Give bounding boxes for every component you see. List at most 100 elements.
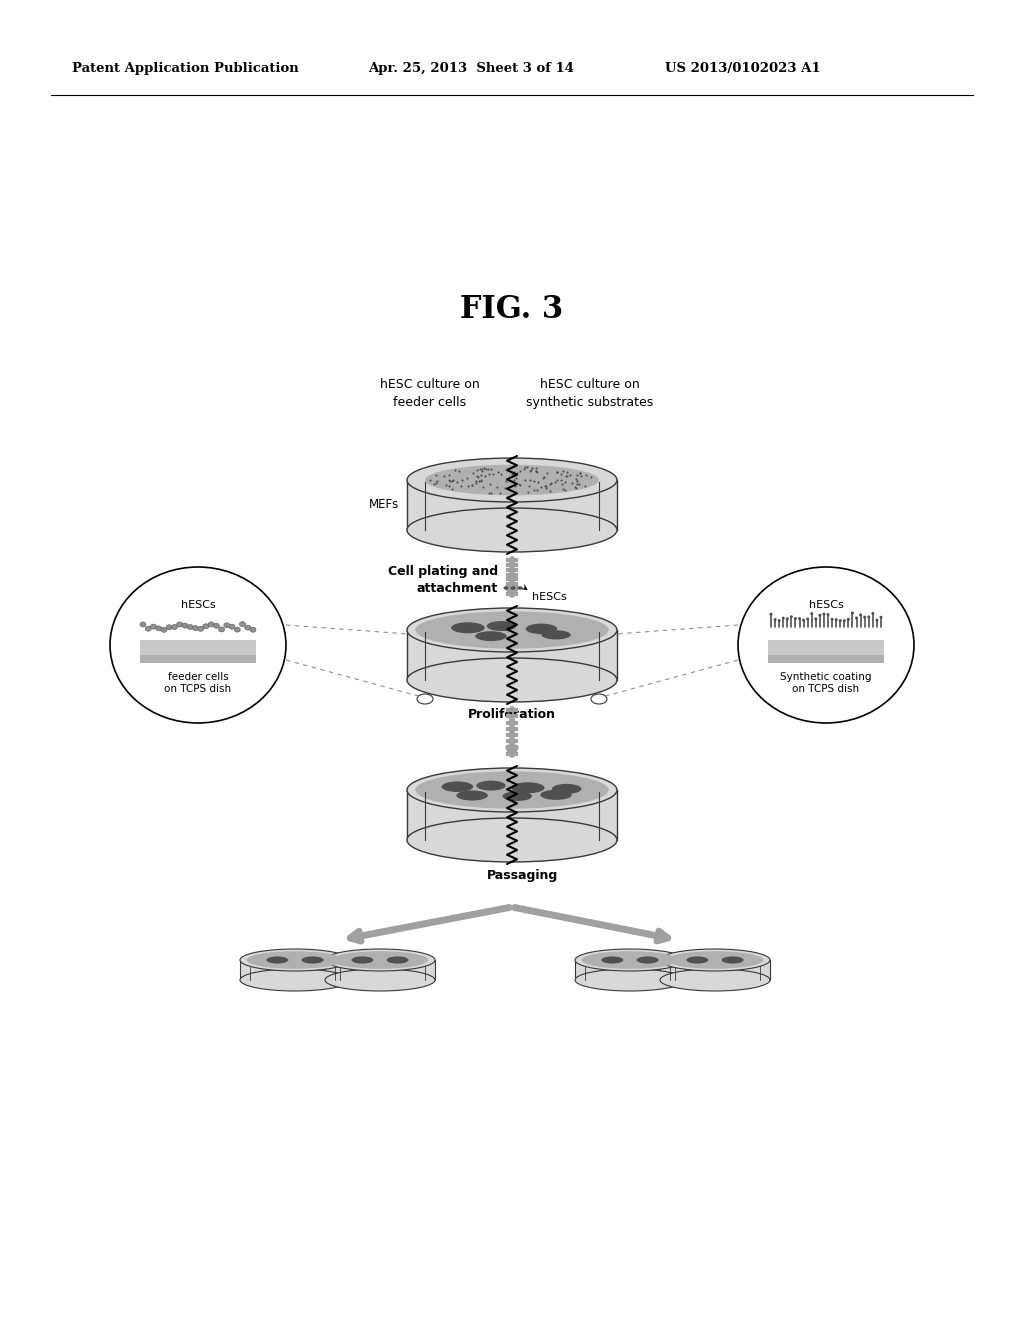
Ellipse shape xyxy=(407,657,617,702)
Ellipse shape xyxy=(171,624,177,630)
Ellipse shape xyxy=(182,623,188,628)
Ellipse shape xyxy=(785,618,788,620)
Ellipse shape xyxy=(591,694,607,704)
Polygon shape xyxy=(768,640,884,655)
Ellipse shape xyxy=(851,611,854,615)
Polygon shape xyxy=(768,655,884,663)
Ellipse shape xyxy=(476,780,506,791)
Ellipse shape xyxy=(151,624,157,630)
Ellipse shape xyxy=(835,618,838,622)
Ellipse shape xyxy=(166,624,172,630)
Ellipse shape xyxy=(826,612,829,616)
Ellipse shape xyxy=(575,949,685,972)
Text: Synthetic coating
on TCPS dish: Synthetic coating on TCPS dish xyxy=(780,672,871,694)
Ellipse shape xyxy=(814,618,817,620)
Ellipse shape xyxy=(416,611,608,648)
Ellipse shape xyxy=(486,622,516,631)
Ellipse shape xyxy=(145,626,152,631)
Ellipse shape xyxy=(407,818,617,862)
Ellipse shape xyxy=(457,791,487,800)
Ellipse shape xyxy=(325,969,435,991)
Ellipse shape xyxy=(660,969,770,991)
Ellipse shape xyxy=(504,586,509,590)
Ellipse shape xyxy=(250,627,256,632)
Text: Apr. 25, 2013  Sheet 3 of 14: Apr. 25, 2013 Sheet 3 of 14 xyxy=(368,62,574,75)
Polygon shape xyxy=(407,480,617,531)
Ellipse shape xyxy=(798,616,801,620)
Ellipse shape xyxy=(867,615,870,619)
Ellipse shape xyxy=(686,957,709,964)
Ellipse shape xyxy=(843,619,846,622)
Ellipse shape xyxy=(475,631,507,642)
Ellipse shape xyxy=(161,627,167,632)
Ellipse shape xyxy=(218,627,224,632)
Ellipse shape xyxy=(601,957,624,964)
Ellipse shape xyxy=(582,952,679,969)
Polygon shape xyxy=(660,960,770,979)
Ellipse shape xyxy=(660,949,770,972)
Ellipse shape xyxy=(777,619,780,622)
Ellipse shape xyxy=(351,957,374,964)
Ellipse shape xyxy=(193,626,199,631)
Ellipse shape xyxy=(806,618,809,620)
Text: US 2013/0102023 A1: US 2013/0102023 A1 xyxy=(665,62,820,75)
Ellipse shape xyxy=(637,957,658,964)
Ellipse shape xyxy=(407,609,617,652)
Ellipse shape xyxy=(818,614,821,616)
Text: Proliferation: Proliferation xyxy=(468,708,556,721)
Polygon shape xyxy=(240,960,350,979)
Ellipse shape xyxy=(667,952,764,969)
Ellipse shape xyxy=(387,957,409,964)
Text: feeder cells
on TCPS dish: feeder cells on TCPS dish xyxy=(165,672,231,694)
Ellipse shape xyxy=(425,465,599,495)
Ellipse shape xyxy=(769,612,772,615)
Ellipse shape xyxy=(503,791,531,801)
Ellipse shape xyxy=(511,586,515,590)
Polygon shape xyxy=(325,960,435,979)
Ellipse shape xyxy=(773,618,776,622)
Polygon shape xyxy=(575,960,685,979)
Ellipse shape xyxy=(802,619,805,622)
Ellipse shape xyxy=(417,694,433,704)
Ellipse shape xyxy=(542,630,570,639)
Ellipse shape xyxy=(203,624,209,628)
Text: MEFs: MEFs xyxy=(369,499,399,511)
Ellipse shape xyxy=(830,618,834,620)
Ellipse shape xyxy=(859,614,862,616)
Ellipse shape xyxy=(790,615,793,618)
Ellipse shape xyxy=(452,622,484,634)
Ellipse shape xyxy=(863,615,866,619)
Ellipse shape xyxy=(525,623,557,634)
Ellipse shape xyxy=(140,622,146,627)
Ellipse shape xyxy=(441,781,473,792)
Ellipse shape xyxy=(240,622,246,627)
Ellipse shape xyxy=(332,952,428,969)
Ellipse shape xyxy=(213,623,219,628)
Ellipse shape xyxy=(781,616,784,619)
Polygon shape xyxy=(140,655,256,663)
Ellipse shape xyxy=(224,623,229,628)
Ellipse shape xyxy=(822,612,825,615)
Text: hESCs: hESCs xyxy=(180,601,215,610)
Ellipse shape xyxy=(407,458,617,502)
Ellipse shape xyxy=(187,624,194,630)
Ellipse shape xyxy=(198,626,204,631)
Ellipse shape xyxy=(156,626,162,631)
Ellipse shape xyxy=(810,612,813,615)
Ellipse shape xyxy=(511,783,545,793)
Text: Passaging: Passaging xyxy=(486,869,558,882)
Ellipse shape xyxy=(325,949,435,972)
Ellipse shape xyxy=(240,969,350,991)
Text: FIG. 3: FIG. 3 xyxy=(461,294,563,326)
Ellipse shape xyxy=(240,949,350,972)
Text: hESCs: hESCs xyxy=(809,601,844,610)
Ellipse shape xyxy=(855,616,858,619)
Ellipse shape xyxy=(247,952,343,969)
Ellipse shape xyxy=(407,768,617,812)
Ellipse shape xyxy=(738,568,914,723)
Ellipse shape xyxy=(229,624,236,630)
Polygon shape xyxy=(140,640,256,655)
Ellipse shape xyxy=(110,568,286,723)
Text: Cell plating and
attachment: Cell plating and attachment xyxy=(388,565,498,595)
Text: hESCs: hESCs xyxy=(532,591,566,602)
